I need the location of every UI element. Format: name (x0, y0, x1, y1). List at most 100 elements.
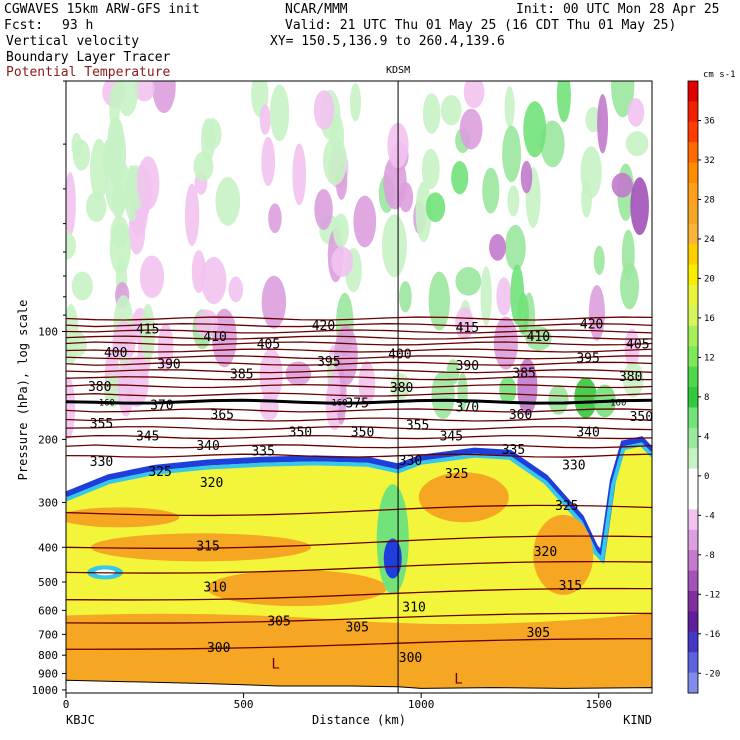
y-axis-title: Pressure (hPa), log scale (16, 300, 30, 481)
colorbar-cell (688, 652, 698, 674)
velocity-blob (292, 143, 307, 206)
theta-contour (66, 376, 652, 381)
velocity-blob (261, 136, 276, 187)
theta-label: 325 (555, 499, 578, 514)
y-tick-label: 500 (38, 576, 58, 589)
velocity-blob (140, 303, 155, 363)
velocity-blob (331, 246, 354, 277)
x-tick-label: 500 (234, 698, 254, 711)
velocity-blob (66, 376, 76, 439)
theta-label: 395 (317, 355, 340, 370)
velocity-blob (548, 384, 569, 415)
colorbar-cell (688, 631, 698, 653)
theta-contour (66, 341, 652, 346)
velocity-blob (440, 95, 462, 126)
orange-lens (533, 514, 594, 595)
theta-label: 305 (527, 626, 550, 641)
colorbar-label: 0 (704, 472, 709, 482)
theta-label: 305 (267, 614, 290, 629)
orange-lens (418, 472, 509, 523)
velocity-blob (215, 176, 241, 226)
theta-label: 405 (257, 337, 280, 352)
field-boundary-layer-tracer: Boundary Layer Tracer (6, 50, 171, 65)
theta-label: 320 (200, 476, 223, 491)
y-tick-label: 300 (38, 497, 58, 510)
velocity-blob (593, 245, 605, 275)
theta-label: 370 (456, 401, 479, 416)
plot-frame (65, 80, 653, 694)
velocity-blob (313, 90, 335, 130)
colorbar-label: 36 (704, 116, 715, 126)
theta-label: 310 (203, 581, 226, 596)
velocity-blob (136, 156, 160, 210)
colorbar-cell (688, 611, 698, 633)
velocity-blob (455, 306, 474, 340)
theta-contour (66, 323, 652, 328)
theta-label: 395 (576, 351, 599, 366)
velocity-blob (333, 213, 349, 248)
theta-contour (66, 560, 652, 574)
velocity-blob (116, 81, 139, 117)
velocity-blob (504, 224, 526, 271)
theta-label: 345 (136, 429, 159, 444)
velocity-blob (588, 285, 605, 341)
theta-contour (66, 369, 652, 374)
x-axis: 0 500 1000 1500 (63, 693, 612, 711)
velocity-blob (112, 321, 136, 363)
theta-contour (66, 392, 652, 397)
theta-contour (66, 612, 652, 624)
colorbar: 36 32 28 24 20 16 12 8 4 0 -4 -8 -12 -16 -20 (687, 80, 720, 694)
velocity-blob (482, 167, 500, 214)
velocity-blob (102, 139, 113, 177)
colorbar-cell (688, 203, 698, 225)
velocity-blob (463, 81, 485, 109)
theta-label: 315 (559, 579, 582, 594)
velocity-blob (261, 275, 287, 329)
colorbar-label: 32 (704, 156, 715, 166)
velocity-blob (349, 83, 362, 122)
velocity-blob (507, 185, 520, 217)
colorbar-label: 8 (704, 393, 709, 403)
velocity-blob (193, 151, 214, 182)
x-tick-label: 0 (63, 698, 70, 711)
theta-label: 385 (512, 366, 535, 381)
theta-label: 330 (90, 455, 113, 470)
velocity-blob (184, 183, 200, 247)
velocity-blob (627, 98, 645, 127)
velocity-blob (103, 373, 122, 408)
colorbar-unit: cm s-1 (703, 70, 736, 80)
velocity-blob (134, 81, 155, 102)
velocity-blob (152, 81, 176, 113)
colorbar-label: 4 (704, 432, 709, 442)
velocity-blob (620, 262, 639, 310)
x-tick-label: 1500 (585, 698, 612, 711)
colorbar-cell (688, 529, 698, 551)
theta-label: 375 (345, 397, 368, 412)
velocity-blob (285, 361, 312, 386)
theta-label: 370 (150, 399, 173, 414)
theta-label: 310 (402, 600, 425, 615)
theta-label: 335 (502, 443, 525, 458)
y-tick-label: 700 (38, 628, 58, 641)
colorbar-cell (688, 285, 698, 306)
theta-label: 380 (390, 381, 413, 396)
theta-label: 355 (406, 419, 429, 434)
velocity-blob (358, 360, 376, 407)
theta-contour (66, 348, 652, 353)
velocity-blob (428, 271, 450, 331)
potential-temperature-labels: 415 420 415 420 410 405 410 405 400 400 395 395 390 3… (88, 318, 652, 693)
y-tick-label: 600 (38, 604, 58, 617)
right-endpoint-label: KIND (623, 713, 652, 727)
orange-lens (90, 533, 311, 562)
theta-contour (66, 426, 652, 431)
velocity-blob (314, 189, 333, 230)
theta-label: 355 (90, 417, 113, 432)
velocity-blob (71, 271, 93, 301)
velocity-blob (112, 182, 125, 220)
theta-label: 410 (527, 330, 550, 345)
velocity-blob (398, 182, 414, 213)
theta-label: 305 (345, 620, 368, 635)
field-layers: 415 420 415 420 410 405 410 405 400 400 395 395 390 3… (66, 81, 652, 693)
theta-label: 415 (456, 321, 479, 336)
